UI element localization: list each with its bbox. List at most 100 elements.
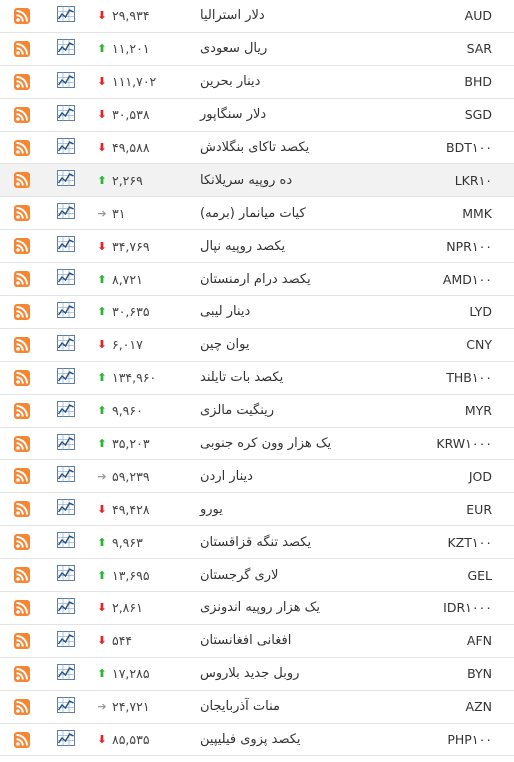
rate-price: ۱۳۴,۹۶۰ [112,370,157,386]
rss-feed-link[interactable] [12,164,32,196]
currency-row: ⬆ ۳۵,۲۰۳ یک هزار وون کره جنوبی KRW۱۰۰۰ [0,427,514,461]
currency-name: افغانی افغانستان [200,633,292,649]
currency-code: KRW۱۰۰۰ [436,436,492,452]
history-chart-link[interactable] [56,197,76,229]
history-chart-link[interactable] [56,33,76,65]
history-chart-link[interactable] [56,395,76,427]
trend-arrow-icon: ⬇ [97,733,107,747]
rss-feed-link[interactable] [12,428,32,460]
trend-arrow-icon: ⬆ [97,42,107,56]
rss-feed-link[interactable] [12,362,32,394]
rss-feed-link[interactable] [12,691,32,723]
chart-icon [57,71,75,92]
currency-code: NPR۱۰۰ [446,238,492,254]
rss-feed-link[interactable] [12,592,32,624]
chart-icon [57,5,75,26]
history-chart-link[interactable] [56,559,76,591]
history-chart-link[interactable] [56,164,76,196]
rss-feed-link[interactable] [12,625,32,657]
rss-feed-link[interactable] [12,66,32,98]
history-chart-link[interactable] [56,724,76,756]
rss-icon [14,731,30,748]
rate-price: ۹,۹۶۰ [112,403,143,419]
history-chart-link[interactable] [56,362,76,394]
currency-row: ⬇ ۳۰,۵۳۸ دلار سنگاپور SGD [0,98,514,132]
currency-name: یکصد بات تایلند [200,370,284,386]
currency-row: ⬇ ۴۹,۴۲۸ یورو EUR [0,493,514,527]
history-chart-link[interactable] [56,625,76,657]
history-chart-link[interactable] [56,132,76,164]
currency-row: ⬆ ۱۱,۲۰۱ ریال سعودی SAR [0,32,514,66]
history-chart-link[interactable] [56,428,76,460]
rss-feed-link[interactable] [12,296,32,328]
history-chart-link[interactable] [56,99,76,131]
rss-feed-link[interactable] [12,33,32,65]
currency-code: LYD [469,304,492,320]
rss-feed-link[interactable] [12,724,32,756]
currency-code: BDT۱۰۰ [446,140,492,155]
rss-icon [14,40,30,57]
currency-row: ⬆ ۱۷,۲۸۵ روبل جدید بلاروس BYN [0,657,514,691]
rss-feed-link[interactable] [12,0,32,32]
rate-price: ۹,۹۶۳ [112,534,143,550]
rss-icon [14,698,30,715]
currency-name: منات آذربایجان [200,699,280,715]
chart-icon [57,301,75,322]
rss-feed-link[interactable] [12,395,32,427]
rss-feed-link[interactable] [12,493,32,525]
chart-icon [57,597,75,618]
history-chart-link[interactable] [56,296,76,328]
rss-feed-link[interactable] [12,329,32,361]
currency-name: ریال سعودی [200,41,268,57]
history-chart-link[interactable] [56,263,76,295]
currency-name: لاری گرجستان [200,567,279,583]
currency-row: ⬆ ۱۳۴,۹۶۰ یکصد بات تایلند THB۱۰۰ [0,361,514,395]
currency-code: SGD [464,107,492,123]
rss-icon [14,238,30,255]
currency-code: GEL [467,567,492,583]
history-chart-link[interactable] [56,526,76,558]
rss-feed-link[interactable] [12,460,32,492]
rss-feed-link[interactable] [12,559,32,591]
currency-row: ➔ ۲۴,۷۲۱ منات آذربایجان AZN [0,690,514,724]
rss-feed-link[interactable] [12,99,32,131]
currency-code: SAR [466,41,492,57]
rss-icon [14,303,30,320]
history-chart-link[interactable] [56,0,76,32]
rate-price: ۵۹,۲۳۹ [112,468,150,484]
rss-feed-link[interactable] [12,526,32,558]
currency-code: PHP۱۰۰ [447,732,492,748]
currency-name: یکصد پزوی فیلیپین [200,732,301,748]
rss-icon [14,139,30,156]
history-chart-link[interactable] [56,658,76,690]
history-chart-link[interactable] [56,66,76,98]
rss-feed-link[interactable] [12,263,32,295]
rss-feed-link[interactable] [12,197,32,229]
trend-arrow-icon: ⬇ [97,601,107,615]
rss-icon [14,7,30,24]
currency-name: یکصد درام ارمنستان [200,271,311,287]
chart-icon [57,334,75,355]
rss-feed-link[interactable] [12,230,32,262]
currency-name: یورو [200,501,223,517]
rss-feed-link[interactable] [12,132,32,164]
currency-code: CNY [466,337,492,353]
rss-icon [14,402,30,419]
currency-name: دینار لیبی [200,304,251,320]
history-chart-link[interactable] [56,230,76,262]
currency-name: یک هزار وون کره جنوبی [200,436,332,452]
currency-code: BYN [467,666,492,682]
currency-code: AUD [464,8,492,24]
history-chart-link[interactable] [56,592,76,624]
history-chart-link[interactable] [56,329,76,361]
currency-code: THB۱۰۰ [446,370,492,386]
rss-feed-link[interactable] [12,658,32,690]
history-chart-link[interactable] [56,691,76,723]
history-chart-link[interactable] [56,493,76,525]
currency-name: ده روپیه سریلانکا [200,172,293,188]
rss-icon [14,632,30,649]
history-chart-link[interactable] [56,460,76,492]
currency-name: یکصد روپیه نپال [200,238,286,254]
currency-code: MYR [464,403,492,419]
trend-arrow-icon: ⬇ [97,75,107,89]
